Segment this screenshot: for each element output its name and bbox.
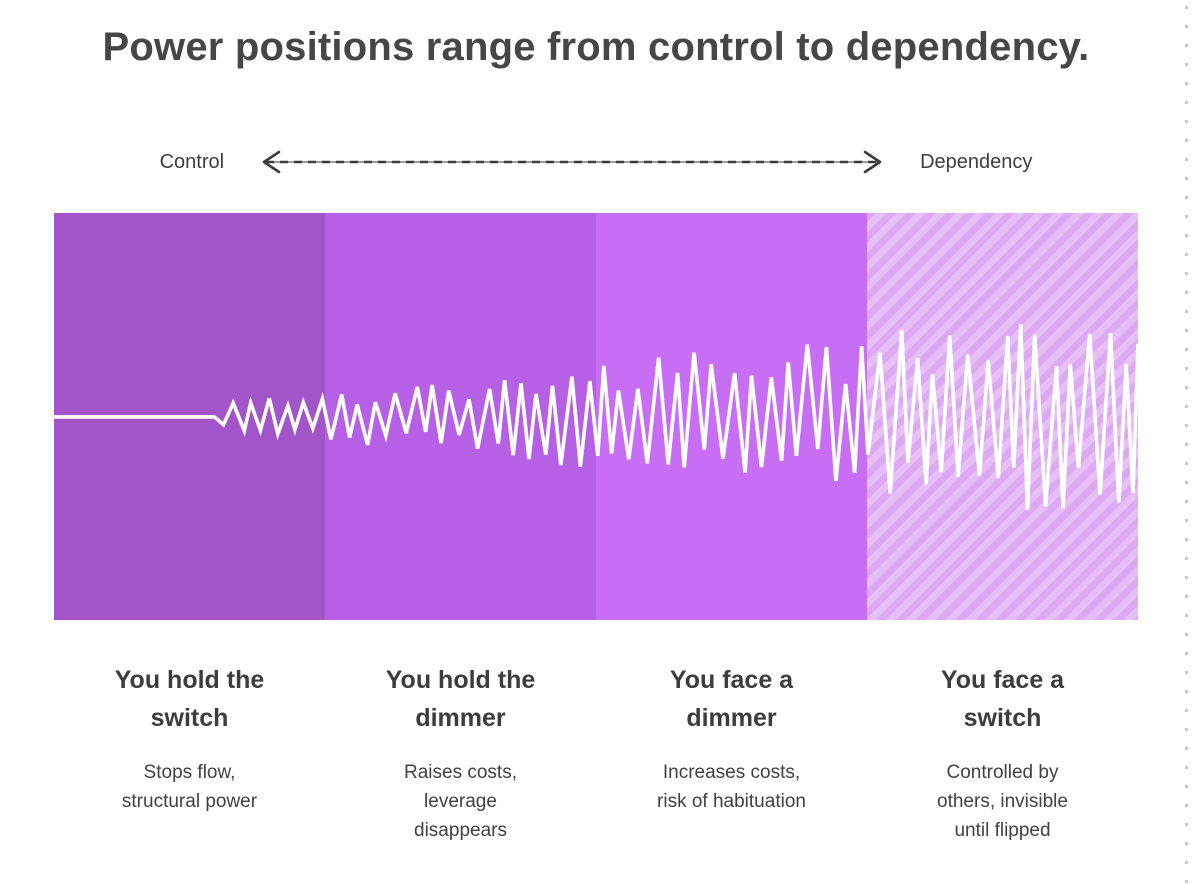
signal-waveform: [54, 324, 1138, 510]
caption-heading: You face a switch: [940, 666, 1065, 732]
caption-heading: You hold the switch: [114, 666, 265, 732]
page-edge-dots: [1185, 6, 1188, 884]
caption-you-hold-the-dimmer: You hold the dimmer Raises costs, levera…: [325, 661, 596, 845]
double-headed-arrow-icon: [262, 150, 882, 174]
axis-label-dependency: Dependency: [920, 151, 1033, 173]
axis-label-control: Control: [159, 151, 225, 173]
caption-you-face-a-dimmer: You face a dimmer Increases costs, risk …: [596, 661, 867, 845]
panel-captions: You hold the switch Stops flow, structur…: [54, 661, 1138, 845]
caption-description: Increases costs, risk of habituation: [657, 762, 806, 812]
caption-description: Stops flow, structural power: [121, 762, 258, 812]
power-spectrum-band: [54, 213, 1138, 620]
page-title: Power positions range from control to de…: [102, 25, 1090, 69]
caption-heading: You face a dimmer: [669, 666, 794, 732]
caption-description: Raises costs, leverage disappears: [404, 762, 517, 841]
caption-description: Controlled by others, invisible until fl…: [937, 762, 1068, 841]
caption-you-face-a-switch: You face a switch Controlled by others, …: [867, 661, 1138, 845]
spectrum-axis: Control Dependency: [0, 148, 1192, 176]
caption-you-hold-the-switch: You hold the switch Stops flow, structur…: [54, 661, 325, 845]
caption-heading: You hold the dimmer: [385, 666, 536, 732]
